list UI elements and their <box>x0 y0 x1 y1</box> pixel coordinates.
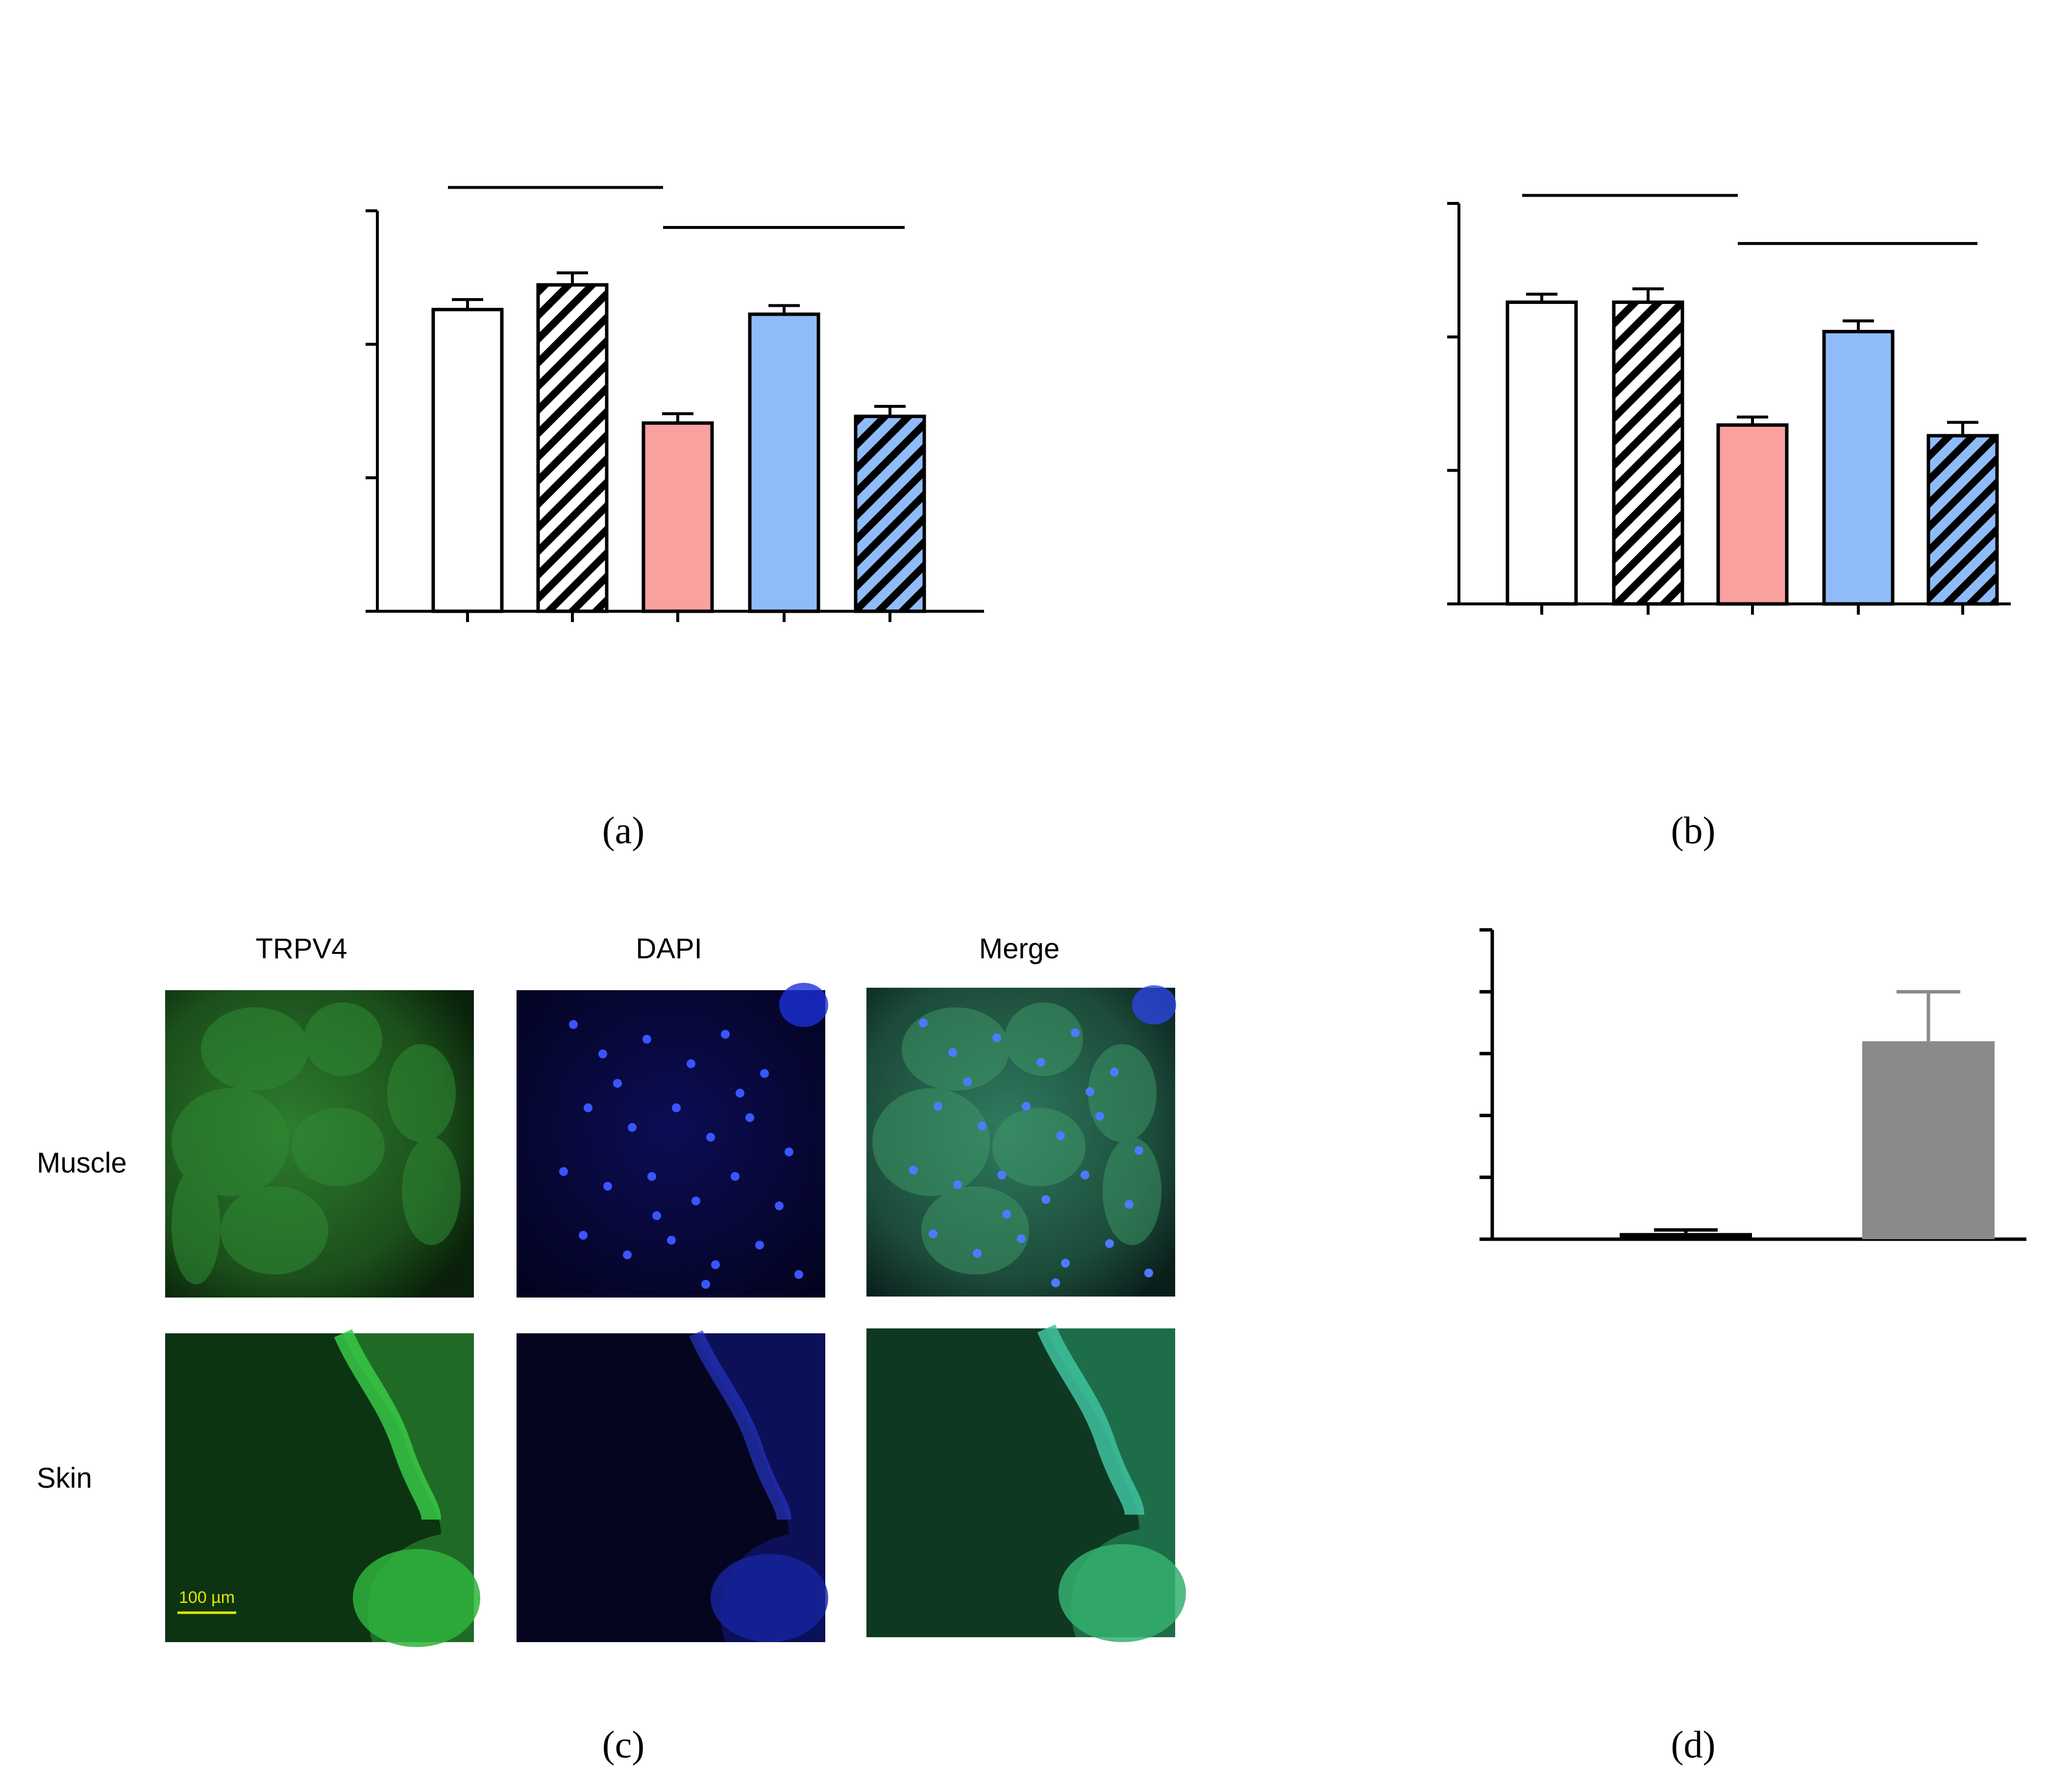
row-label-muscle: Muscle <box>37 1147 127 1179</box>
col-label-dapi: DAPI <box>636 933 702 965</box>
bar-skin <box>1862 1041 1995 1239</box>
nucleus-dot <box>1022 1102 1031 1111</box>
nucleus-dot <box>687 1059 695 1068</box>
panel-label-d: (d) <box>1671 1723 1716 1766</box>
image-skin-trpv4: 100 µm <box>165 1329 480 1647</box>
image-skin-merge <box>866 1324 1186 1642</box>
bar-ap <box>1822 329 1895 606</box>
nucleus-dot <box>909 1166 918 1174</box>
nucleus-dot <box>1056 1131 1065 1140</box>
nucleus-dot <box>934 1102 942 1111</box>
nucleus-dot <box>579 1231 588 1240</box>
nucleus-dot <box>1002 1210 1011 1219</box>
image-skin-dapi <box>517 1330 828 1642</box>
nucleus-dot <box>672 1103 681 1112</box>
chart-d <box>1480 928 2026 1241</box>
nucleus-dot <box>953 1180 962 1189</box>
col-label-merge: Merge <box>979 933 1060 965</box>
nucleus-dot <box>691 1197 700 1205</box>
nucleus-dot <box>711 1260 720 1269</box>
nucleus-dot <box>623 1250 632 1259</box>
panel-label-b: (b) <box>1671 809 1716 851</box>
chart-b <box>1447 194 2011 615</box>
bar-contr- <box>1505 300 1578 606</box>
nucleus-dot <box>919 1019 928 1027</box>
image-muscle-dapi <box>517 983 828 1298</box>
nucleus-dot <box>755 1241 764 1249</box>
bar-muscle <box>1620 1233 1752 1239</box>
nucleus-dot <box>706 1133 715 1142</box>
bar-contr-hc <box>1612 300 1684 606</box>
nucleus-dot <box>1125 1200 1134 1209</box>
nucleus-dot <box>701 1280 710 1289</box>
bar-cfa-model <box>641 421 714 613</box>
nucleus-dot <box>1110 1068 1119 1076</box>
nucleus-dot <box>794 1270 803 1279</box>
nucleus-dot <box>1051 1278 1060 1287</box>
nucleus-dot <box>1061 1259 1070 1268</box>
bar-ap-hc <box>854 414 926 613</box>
image-muscle-trpv4 <box>165 990 474 1298</box>
nucleus-dot <box>1085 1087 1094 1096</box>
panel-label-a: (a) <box>602 809 645 851</box>
nucleus-dot <box>1041 1195 1050 1204</box>
nucleus-dot <box>973 1249 982 1258</box>
nucleus-dot <box>559 1167 568 1176</box>
nucleus-dot <box>721 1030 730 1039</box>
nucleus-dot <box>1105 1239 1114 1248</box>
nucleus-dot <box>992 1033 1001 1042</box>
col-label-trpv4: TRPV4 <box>256 933 347 965</box>
nucleus-dot <box>963 1077 972 1086</box>
nucleus-dot <box>647 1172 656 1181</box>
nucleus-dot <box>997 1171 1006 1179</box>
nucleus-dot <box>978 1122 987 1130</box>
bar-cfa-model <box>1716 423 1789 606</box>
nucleus-dot <box>1135 1146 1143 1155</box>
bar-contr-hc <box>536 283 609 613</box>
nucleus-dot <box>1144 1269 1153 1277</box>
nucleus-dot <box>603 1182 612 1191</box>
nucleus-dot <box>613 1079 622 1088</box>
nucleus-dot <box>628 1123 637 1132</box>
bar-contr- <box>431 308 504 613</box>
nucleus-dot <box>736 1089 744 1098</box>
nucleus-dot <box>1081 1171 1089 1179</box>
nucleus-dot <box>785 1148 793 1156</box>
nucleus-dot <box>745 1113 754 1122</box>
chart-a <box>366 186 984 622</box>
nucleus-dot <box>929 1229 937 1238</box>
nucleus-dot <box>775 1201 784 1210</box>
nucleus-dot <box>642 1035 651 1044</box>
nucleus-dot <box>598 1049 607 1058</box>
row-label-skin: Skin <box>37 1462 92 1494</box>
nucleus-dot <box>652 1211 661 1220</box>
nucleus-dot <box>1095 1112 1104 1121</box>
nucleus-dot <box>948 1048 957 1057</box>
nucleus-dot <box>731 1172 740 1181</box>
scale-bar-label: 100 µm <box>179 1588 235 1607</box>
nucleus-dot <box>1071 1028 1080 1037</box>
nucleus-dot <box>1036 1058 1045 1067</box>
bar-ap-hc <box>1926 434 1999 606</box>
nucleus-dot <box>667 1236 676 1245</box>
micrograph-panel: TRPV4 DAPI Merge Muscle Skin <box>37 933 1186 1647</box>
nucleus-dot <box>1017 1234 1026 1243</box>
bar-ap <box>748 312 820 613</box>
nucleus-dot <box>760 1069 769 1078</box>
nucleus-dot <box>584 1103 592 1112</box>
image-muscle-merge <box>866 985 1176 1297</box>
panel-label-c: (c) <box>602 1723 645 1766</box>
nucleus-dot <box>569 1020 578 1029</box>
